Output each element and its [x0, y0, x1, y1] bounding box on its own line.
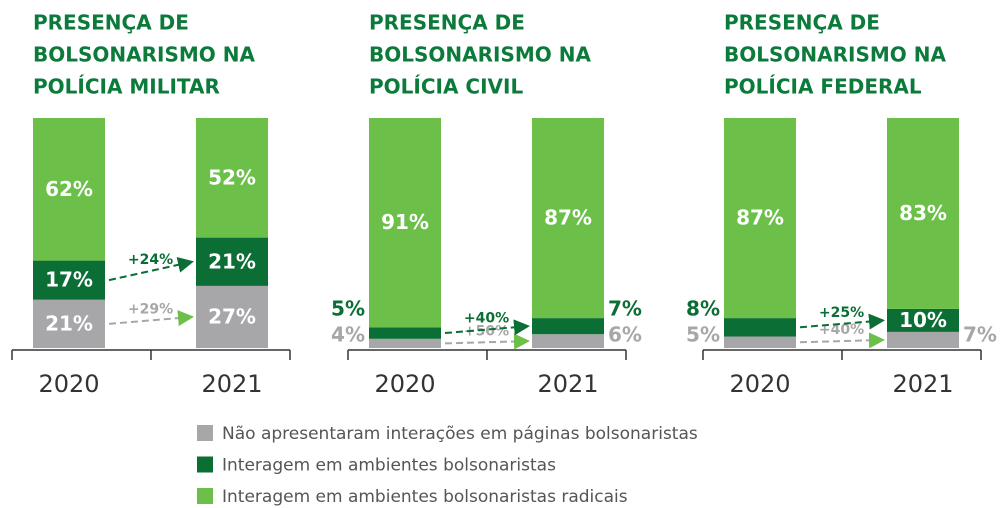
value-label: 5% [331, 297, 365, 321]
bar-segment [532, 118, 604, 319]
value-label: 21% [208, 249, 256, 273]
bar-segment [887, 308, 959, 332]
chart-title: BOLSONARISMO NA [33, 43, 255, 67]
value-label: 7% [608, 297, 642, 321]
legend-label: Interagem em ambientes bolsonaristas rad… [222, 487, 628, 507]
change-arrow [108, 310, 194, 327]
value-label: 7% [963, 323, 997, 347]
value-label: 87% [736, 206, 784, 230]
bar-segment [887, 118, 959, 309]
legend-label: Não apresentaram interações em páginas b… [222, 424, 698, 444]
change-label: +40% [464, 311, 509, 327]
x-tick-label: 2020 [374, 370, 435, 398]
chart-title: POLÍCIA FEDERAL [724, 75, 922, 99]
chart-title: POLÍCIA MILITAR [33, 75, 220, 99]
x-tick-label: 2021 [892, 370, 953, 398]
value-label: 21% [45, 311, 93, 335]
legend-swatch [197, 425, 213, 441]
bar-segment [196, 118, 268, 238]
value-label: 6% [608, 323, 642, 347]
value-label: 5% [686, 323, 720, 347]
change-label: +25% [819, 305, 864, 321]
bar-segment [724, 336, 796, 348]
chart-title: BOLSONARISMO NA [369, 43, 591, 67]
value-label: 27% [208, 304, 256, 328]
change-arrow [799, 332, 885, 349]
x-tick-label: 2021 [537, 370, 598, 398]
change-label: +29% [128, 301, 173, 317]
bar-segment [196, 285, 268, 348]
x-tick-label: 2020 [38, 370, 99, 398]
value-label: 83% [899, 201, 947, 225]
value-label: 52% [208, 165, 256, 189]
bar-segment [532, 334, 604, 348]
change-label: +24% [128, 252, 173, 268]
chart-title: POLÍCIA CIVIL [369, 75, 523, 99]
value-label: 10% [899, 308, 947, 332]
bar-segment [33, 260, 105, 300]
bar-segment [369, 118, 441, 328]
chart-title: PRESENÇA DE [369, 11, 525, 35]
legend-label: Interagem em ambientes bolsonaristas [222, 456, 556, 476]
bar-segment [33, 299, 105, 348]
bar-segment [724, 118, 796, 319]
bar-segment [369, 327, 441, 339]
chart-title: PRESENÇA DE [33, 11, 189, 35]
change-arrow [444, 333, 530, 350]
chart-title: BOLSONARISMO NA [724, 43, 946, 67]
x-tick-label: 2020 [729, 370, 790, 398]
bar-segment [724, 318, 796, 337]
bar-segment [532, 318, 604, 335]
value-label: 4% [331, 323, 365, 347]
change-label: +50% [464, 323, 509, 339]
x-tick-label: 2021 [201, 370, 262, 398]
chart-title: PRESENÇA DE [724, 11, 880, 35]
value-label: 87% [544, 206, 592, 230]
legend-swatch [197, 456, 213, 473]
value-label: 17% [45, 268, 93, 292]
change-arrow [799, 313, 885, 330]
value-label: 91% [381, 210, 429, 234]
value-label: 62% [45, 177, 93, 201]
change-arrow [444, 319, 530, 336]
bar-segment [887, 331, 959, 348]
change-arrow [108, 256, 194, 282]
legend-swatch [197, 488, 213, 504]
bar-segment [196, 237, 268, 286]
bar-segment [369, 338, 441, 348]
change-label: +40% [819, 322, 864, 338]
value-label: 8% [686, 297, 720, 321]
bar-segment [33, 118, 105, 261]
